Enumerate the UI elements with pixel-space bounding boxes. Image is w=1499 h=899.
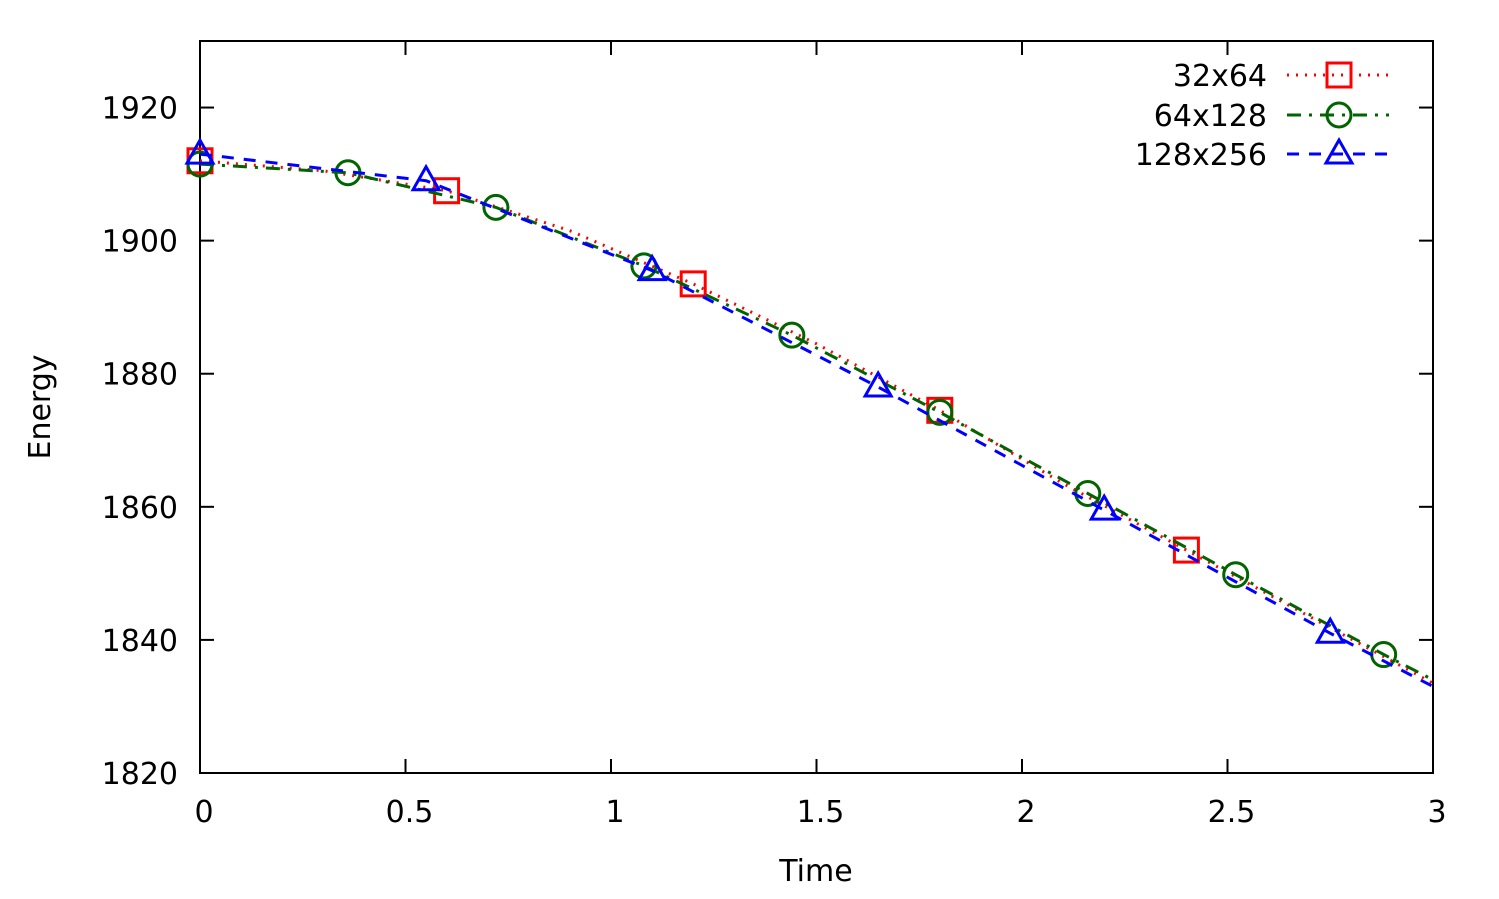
data-point-64x128: [926, 398, 954, 426]
axes-layer: 0 0.5 1 1.5 2 2.5 3 1820 1840 1860 1880 1900 1920: [102, 40, 1447, 830]
data-point-128x256: [636, 253, 668, 282]
y-axis-title: Energy: [23, 354, 58, 459]
legend: 32x64 64x128 128x256: [1135, 59, 1389, 173]
data-point-64x128: [778, 321, 806, 349]
legend-label: 128x256: [1135, 138, 1267, 173]
x-tick-label: 0: [194, 795, 213, 830]
y-tick-label: 1860: [102, 491, 178, 526]
series-32x64: [186, 147, 1434, 685]
legend-marker: [1323, 136, 1355, 165]
data-point-128x256: [1314, 616, 1346, 644]
data-point-64x128: [482, 193, 510, 221]
series-layer: [184, 137, 1434, 688]
data-point-32x64: [1172, 536, 1200, 564]
x-tick-label: 1: [605, 795, 624, 830]
data-point-128x256: [1088, 493, 1120, 521]
x-tick-label: 3: [1427, 795, 1446, 830]
y-tick-label: 1880: [102, 358, 178, 393]
x-tick-label: 2: [1016, 795, 1035, 830]
legend-label: 64x128: [1154, 99, 1267, 134]
data-point-64x128: [1222, 561, 1250, 589]
data-point-128x256: [410, 163, 442, 192]
y-tick-label: 1820: [102, 757, 178, 792]
x-tick-label: 1.5: [797, 795, 845, 830]
legend-marker: [1325, 101, 1353, 129]
x-axis-title: Time: [778, 854, 852, 889]
y-tick-label: 1840: [102, 624, 178, 659]
data-point-128x256: [184, 137, 216, 165]
legend-label: 32x64: [1173, 59, 1267, 94]
x-tick-label: 2.5: [1208, 795, 1256, 830]
series-128x256: [184, 137, 1434, 688]
y-tick-label: 1920: [102, 92, 178, 127]
y-tick-label: 1900: [102, 225, 178, 260]
legend-marker: [1325, 61, 1353, 89]
x-tick-label: 0.5: [386, 795, 434, 830]
series-line-64x128: [199, 162, 1434, 682]
series-line-128x256: [199, 152, 1434, 688]
series-64x128: [186, 150, 1434, 682]
series-line-32x64: [199, 159, 1434, 685]
data-point-128x256: [862, 369, 894, 398]
